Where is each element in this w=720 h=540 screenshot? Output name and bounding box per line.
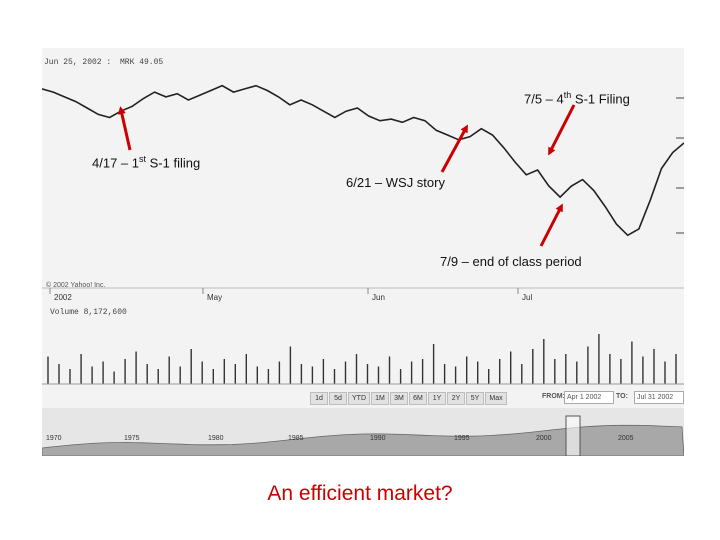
chart-date-label: Jun 25, 2002 : xyxy=(44,58,112,67)
history-tick-label: 1975 xyxy=(124,435,140,442)
to-label: TO: xyxy=(616,393,628,400)
range-button-max[interactable]: Max xyxy=(485,392,507,405)
stock-chart: 2002 May Jun Jul 1970 1975 1980 1985 1990 1995 200… xyxy=(42,84,684,456)
annotation-class-period-end: 7/9 – end of class period xyxy=(440,254,582,269)
range-button-1d[interactable]: 1d xyxy=(310,392,328,405)
annotation-s1-filing-first: 4/17 – 1st S-1 filing xyxy=(92,154,201,171)
from-label: FROM: xyxy=(542,393,565,400)
range-button-3m[interactable]: 3M xyxy=(390,392,408,405)
range-button-6m[interactable]: 6M xyxy=(409,392,427,405)
history-selection-handle xyxy=(565,415,581,456)
price-line xyxy=(42,84,684,237)
x-tick-label: Jun xyxy=(372,293,385,302)
history-tick-label: 1995 xyxy=(454,435,470,442)
history-tick-label: 2000 xyxy=(536,435,552,442)
range-button-5d[interactable]: 5d xyxy=(329,392,347,405)
from-date-input[interactable]: Apr 1 2002 xyxy=(564,391,614,404)
annotation-wsj-story: 6/21 – WSJ story xyxy=(346,175,445,190)
range-button-ytd[interactable]: YTD xyxy=(348,392,370,405)
annotation-s1-filing-fourth: 7/5 – 4th S-1 Filing xyxy=(524,90,630,107)
history-area xyxy=(42,424,684,456)
ticker-label: MRK 49.05 xyxy=(120,58,164,67)
x-tick-label: Jul xyxy=(522,293,532,302)
x-tick-label: May xyxy=(207,293,222,302)
range-button-1y[interactable]: 1Y xyxy=(428,392,446,405)
history-tick-label: 2005 xyxy=(618,435,634,442)
history-tick-label: 1985 xyxy=(288,435,304,442)
copyright-label: © 2002 Yahoo! Inc. xyxy=(46,282,106,289)
history-tick-label: 1970 xyxy=(46,435,62,442)
to-date-input[interactable]: Jul 31 2002 xyxy=(634,391,684,404)
x-tick-label: 2002 xyxy=(54,293,72,302)
volume-label: Volume 8,172,600 xyxy=(50,308,127,317)
range-button-2y[interactable]: 2Y xyxy=(447,392,465,405)
slide-caption: An efficient market? xyxy=(267,482,453,505)
range-button-1m[interactable]: 1M xyxy=(371,392,389,405)
history-tick-label: 1980 xyxy=(208,435,224,442)
range-button-5y[interactable]: 5Y xyxy=(466,392,484,405)
stock-chart-panel: 2002 May Jun Jul 1970 1975 1980 1985 1990 1995 200… xyxy=(42,48,684,456)
history-tick-label: 1990 xyxy=(370,435,386,442)
